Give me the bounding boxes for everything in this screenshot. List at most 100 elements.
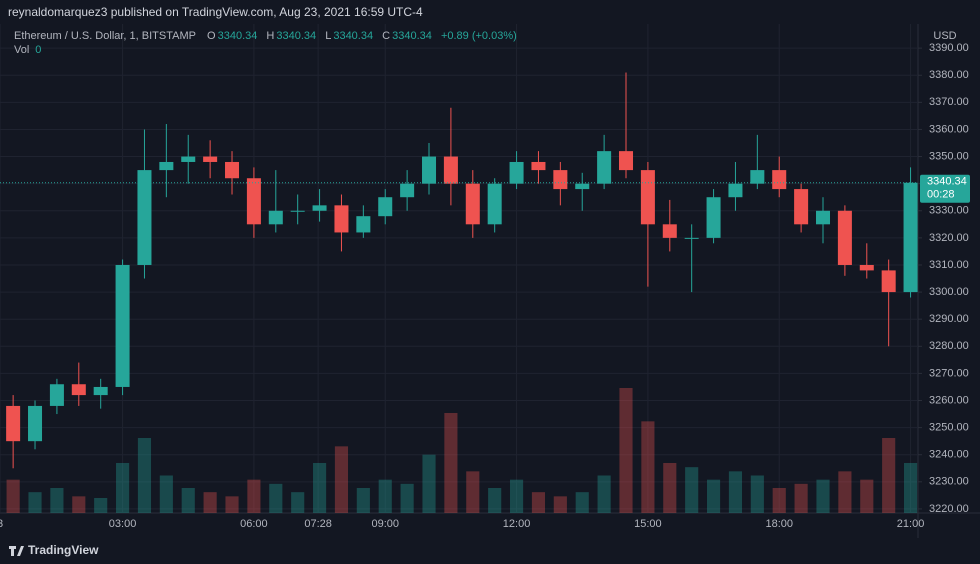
logo	[9, 546, 24, 556]
candle-body	[115, 264, 130, 387]
candle-body	[750, 170, 765, 184]
candle-body	[290, 210, 305, 212]
candle-body	[28, 405, 43, 442]
footer-bar	[0, 538, 980, 564]
legend: Ethereum / U.S. Dollar, 1, BITSTAMP O 334…	[14, 29, 523, 57]
chart-panel	[0, 24, 980, 538]
candle-body	[422, 156, 437, 184]
candle-body	[225, 161, 240, 179]
ohlc-label: C	[382, 30, 391, 42]
candle-body	[334, 205, 349, 233]
ohlc-value: 3340.34	[276, 30, 317, 42]
last-price-box	[920, 174, 970, 203]
y-tick-label: 3250.00	[929, 422, 969, 434]
candle-body	[159, 161, 174, 171]
y-tick-label: 3230.00	[929, 476, 969, 488]
candle-body	[553, 170, 568, 190]
y-tick-label: 3320.00	[929, 232, 969, 244]
volume-bar	[706, 479, 721, 513]
candle-body	[684, 237, 699, 239]
candle-body	[772, 170, 787, 190]
x-tick-label: 03:00	[109, 518, 137, 530]
y-tick-label: 3280.00	[929, 340, 969, 352]
y-tick-label: 3390.00	[929, 42, 969, 54]
candle-body	[203, 156, 218, 162]
volume-value: 0	[35, 44, 42, 56]
candle-body	[312, 205, 327, 211]
x-tick-label: 12:00	[503, 518, 531, 530]
ohlc-value: 3340.34	[333, 30, 374, 42]
candle-body	[837, 210, 852, 265]
volume-bar	[641, 421, 655, 513]
y-tick-label: 3220.00	[929, 503, 969, 515]
volume-bar	[269, 483, 283, 513]
ohlc-label: O	[207, 30, 216, 42]
candle-body	[575, 183, 590, 190]
volume-bar	[553, 496, 567, 513]
volume-bar	[72, 496, 86, 513]
ohlc-value: 3340.34	[217, 30, 258, 42]
candle-body	[137, 170, 152, 265]
candle-body	[487, 183, 502, 225]
ohlc-label: L	[325, 30, 332, 42]
x-tick-label: 21:00	[897, 518, 925, 530]
volume-bar	[444, 413, 458, 513]
candle-body	[49, 384, 64, 406]
volume-bar	[313, 463, 327, 513]
candle-body	[706, 197, 721, 238]
x-tick-label: 09:00	[371, 518, 399, 530]
publish-info: reynaldomarquez3 published on TradingVie…	[8, 5, 423, 19]
candle-body	[268, 210, 283, 225]
candle-body	[597, 151, 612, 184]
y-tick-label: 3290.00	[929, 313, 969, 325]
y-tick-label: 3370.00	[929, 96, 969, 108]
ohlc-label: H	[266, 30, 275, 42]
volume-bar	[28, 492, 42, 513]
y-tick-label: 3270.00	[929, 367, 969, 379]
volume-bar	[663, 463, 677, 513]
currency: USD	[933, 30, 956, 42]
volume-bar	[750, 475, 764, 513]
x-tick-label: 15:00	[634, 518, 662, 530]
y-tick-label: 3300.00	[929, 286, 969, 298]
y-tick-label: 3240.00	[929, 449, 969, 461]
volume-bar	[728, 471, 743, 513]
volume-bar	[181, 488, 195, 513]
volume-bar	[422, 454, 436, 513]
volume-bar	[378, 479, 392, 513]
candle-body	[443, 156, 458, 184]
volume-bar	[510, 479, 524, 513]
ohlc-value: 3340.34	[392, 30, 432, 42]
candle-body	[6, 405, 21, 442]
candle-body	[816, 210, 831, 225]
candle-body	[728, 183, 743, 198]
volume-bar	[137, 438, 152, 513]
y-tick-label: 3360.00	[929, 123, 969, 135]
volume-bar	[685, 467, 699, 513]
symbol-title: Ethereum / U.S. Dollar, 1, BITSTAMP	[14, 30, 196, 42]
last-price-label: 3340.34	[927, 176, 967, 188]
volume-bar	[6, 479, 20, 513]
y-tick-label: 3380.00	[929, 69, 969, 81]
candle-body	[662, 224, 677, 238]
volume-bar	[50, 488, 64, 513]
legend-row: Ethereum / U.S. Dollar, 1, BITSTAMP O 334…	[14, 29, 523, 43]
y-tick-label: 3330.00	[929, 205, 969, 217]
candle-body	[378, 197, 393, 217]
candle-body	[903, 182, 918, 293]
volume-bar	[531, 492, 546, 513]
volume-bar	[882, 438, 896, 513]
candle-body	[509, 161, 524, 184]
y-tick-label: 3350.00	[929, 150, 969, 162]
y-tick-label: 3260.00	[929, 394, 969, 406]
volume-bar	[772, 488, 786, 513]
candle-body	[246, 178, 261, 225]
volume-bar	[794, 483, 808, 513]
candle-body	[640, 170, 655, 225]
volume-bar	[903, 463, 918, 513]
countdown: 00:28	[927, 189, 955, 201]
volume-bar	[619, 388, 633, 513]
volume-bar	[575, 492, 589, 513]
candle-body	[881, 270, 896, 293]
